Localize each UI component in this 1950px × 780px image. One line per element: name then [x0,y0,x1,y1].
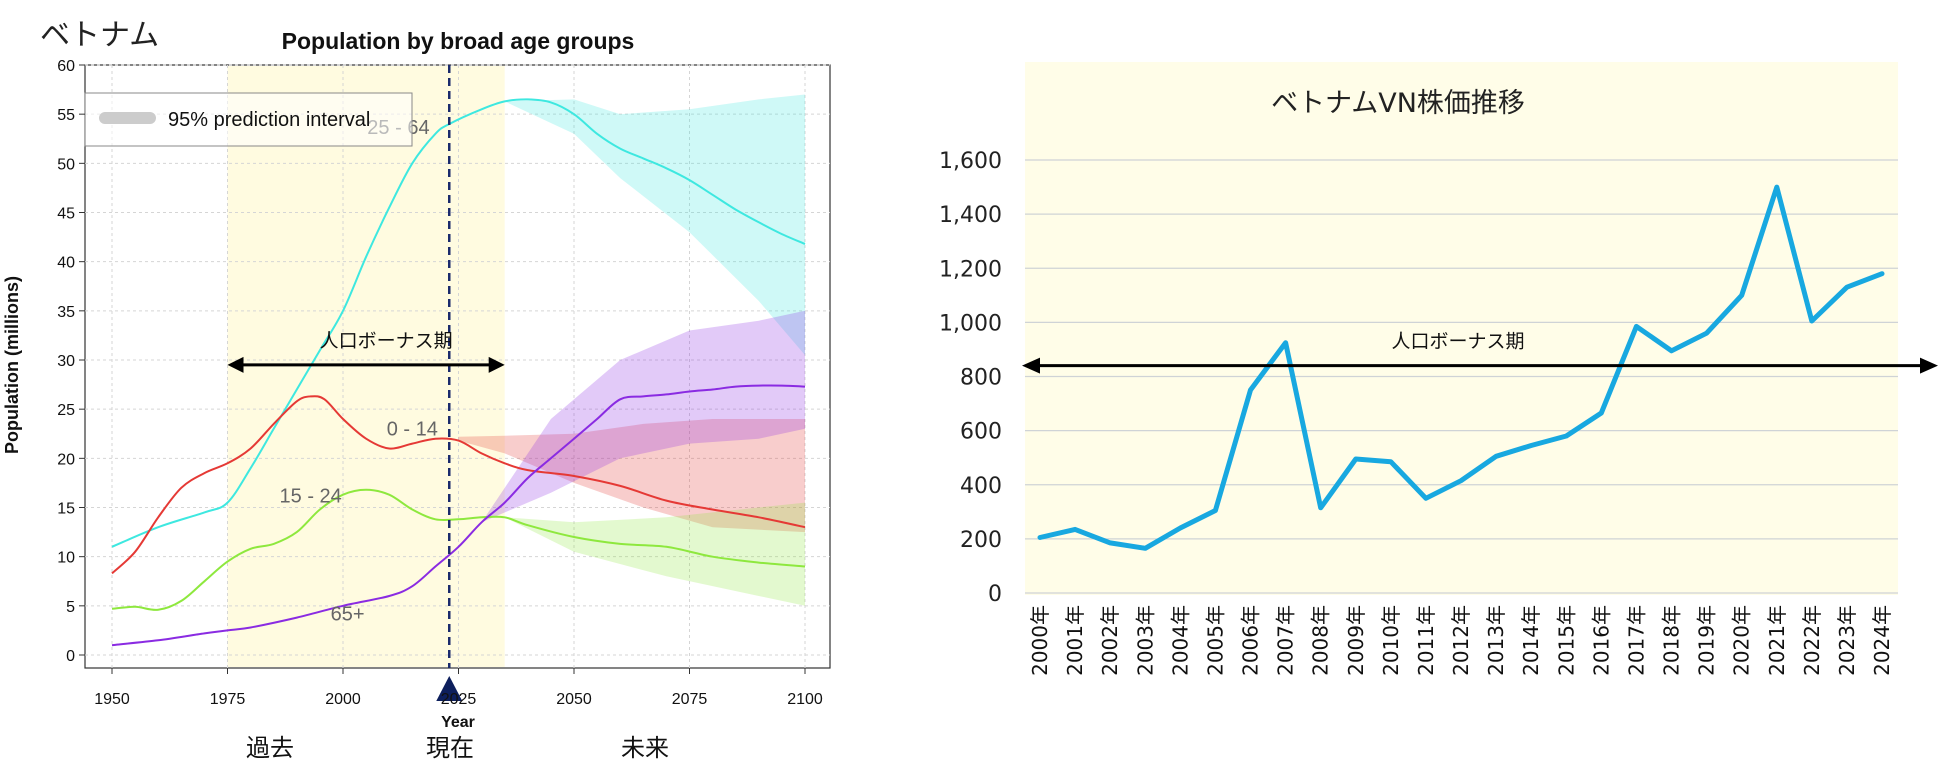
y-tick-label: 30 [57,353,75,370]
series-line-2 [111,488,806,611]
stock-x-tick-label: 2023年 [1835,605,1859,676]
y-tick-label: 15 [57,501,75,518]
stock-series-line [1037,184,1885,551]
y-tick-label: 35 [57,304,75,321]
y-tick-label: 0 [66,648,75,665]
stock-x-tick-label: 2019年 [1695,605,1719,676]
stock-x-tick-label: 2010年 [1379,605,1403,676]
population-x-axis-label: Year [441,714,475,731]
stock-y-tick-label: 800 [960,366,1002,391]
stock-x-tick-label: 2018年 [1660,605,1684,676]
stock-y-tick-label: 600 [960,420,1002,445]
y-tick-label: 50 [57,156,75,173]
stock-x-tick-label: 2009年 [1344,605,1368,676]
stock-y-tick-label: 1,600 [939,149,1002,174]
prediction-band-1 [458,419,805,533]
population-y-axis-label: Population (millions) [2,276,22,454]
stock-x-tick-label: 2001年 [1063,605,1087,676]
stock-x-tick-label: 2006年 [1239,605,1263,676]
y-tick-label: 5 [66,599,75,616]
x-tick-label: 2100 [787,691,823,708]
series-label-2: 15 - 24 [280,486,342,508]
stock-x-tick-label: 2002年 [1098,605,1122,676]
stock-x-tick-label: 2012年 [1449,605,1473,676]
stock-y-tick-label: 400 [960,474,1002,499]
stock-chart-title: ベトナムVN株価推移 [1271,88,1525,119]
series-label-3: 65+ [331,604,365,626]
stock-y-tick-label: 1,400 [939,203,1002,228]
stock-y-tick-label: 200 [960,528,1002,553]
era-label-past: 過去 [246,734,294,762]
x-tick-label: 2025 [441,691,477,708]
x-tick-label: 2075 [672,691,708,708]
stock-x-tick-label: 2000年 [1028,605,1052,676]
stock-bonus-period-label: 人口ボーナス期 [1391,331,1524,353]
series-label-1: 0 - 14 [387,419,438,441]
stock-x-tick-label: 2015年 [1554,605,1578,676]
stock-bonus-arrow-left-head [1022,357,1040,374]
bonus-arrow-right-head [488,356,505,373]
stock-x-tick-label: 2003年 [1133,605,1157,676]
current-year-triangle [436,676,463,701]
series-line-0 [111,98,806,548]
stock-x-tick-label: 2021年 [1765,605,1789,676]
stock-plot-area [1025,62,1898,595]
stock-x-tick-label: 2005年 [1203,605,1227,676]
era-label-present: 現在 [426,734,474,762]
stock-x-tick-label: 2017年 [1624,605,1648,676]
x-tick-label: 1950 [94,691,130,708]
y-tick-label: 40 [57,255,75,272]
x-tick-label: 1975 [210,691,246,708]
y-tick-label: 25 [57,402,75,419]
stock-x-tick-label: 2022年 [1800,605,1824,676]
stock-x-tick-label: 2008年 [1309,605,1333,676]
y-tick-label: 20 [57,451,75,468]
stock-bonus-arrow-right-head [1920,357,1938,374]
bonus-arrow-left-head [227,356,244,373]
stock-y-tick-label: 0 [988,582,1002,607]
era-label-future: 未来 [621,734,669,762]
x-tick-label: 2050 [556,691,592,708]
legend-entry: 95% prediction interval [168,109,370,131]
legend: 95% prediction interval [84,92,413,147]
stock-x-tick-label: 2013年 [1484,605,1508,676]
stock-x-tick-label: 2024年 [1870,605,1894,676]
stock-x-tick-label: 2004年 [1168,605,1192,676]
stock-y-tick-label: 1,000 [939,311,1002,336]
stock-y-tick-label: 1,200 [939,257,1002,282]
y-tick-label: 45 [57,206,75,223]
bonus-period-shade [227,66,505,667]
y-tick-label: 60 [57,58,75,75]
stock-x-tick-label: 2007年 [1274,605,1298,676]
series-line-3 [111,384,806,647]
y-tick-label: 55 [57,107,75,124]
series-line-1 [111,395,806,575]
stock-x-tick-label: 2014年 [1519,605,1543,676]
stock-x-tick-label: 2011年 [1414,605,1438,676]
prediction-band-2 [504,502,805,606]
prediction-band-3 [481,310,805,523]
country-label: ベトナム [40,18,159,53]
prediction-band-0 [504,94,805,356]
population-chart-title: Population by broad age groups [282,28,635,54]
stock-x-tick-label: 2020年 [1730,605,1754,676]
x-tick-label: 2000 [325,691,361,708]
y-tick-label: 10 [57,550,75,567]
bonus-period-label: 人口ボーナス期 [320,330,453,352]
stock-x-tick-label: 2016年 [1589,605,1613,676]
stock-chart: 0 200 400 600 800 1,000 1,200 1,400 1,600 ベトナムVN株… [939,62,1938,676]
